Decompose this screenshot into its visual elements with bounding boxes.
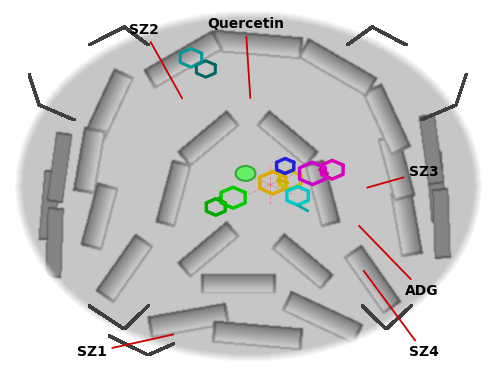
Text: SZ1: SZ1 — [77, 335, 174, 360]
Text: Quercetin: Quercetin — [207, 17, 284, 98]
Text: SZ3: SZ3 — [367, 164, 439, 188]
Text: ADG: ADG — [359, 226, 439, 298]
Circle shape — [236, 166, 255, 181]
Text: SZ2: SZ2 — [129, 23, 182, 98]
Text: SZ4: SZ4 — [364, 271, 439, 360]
